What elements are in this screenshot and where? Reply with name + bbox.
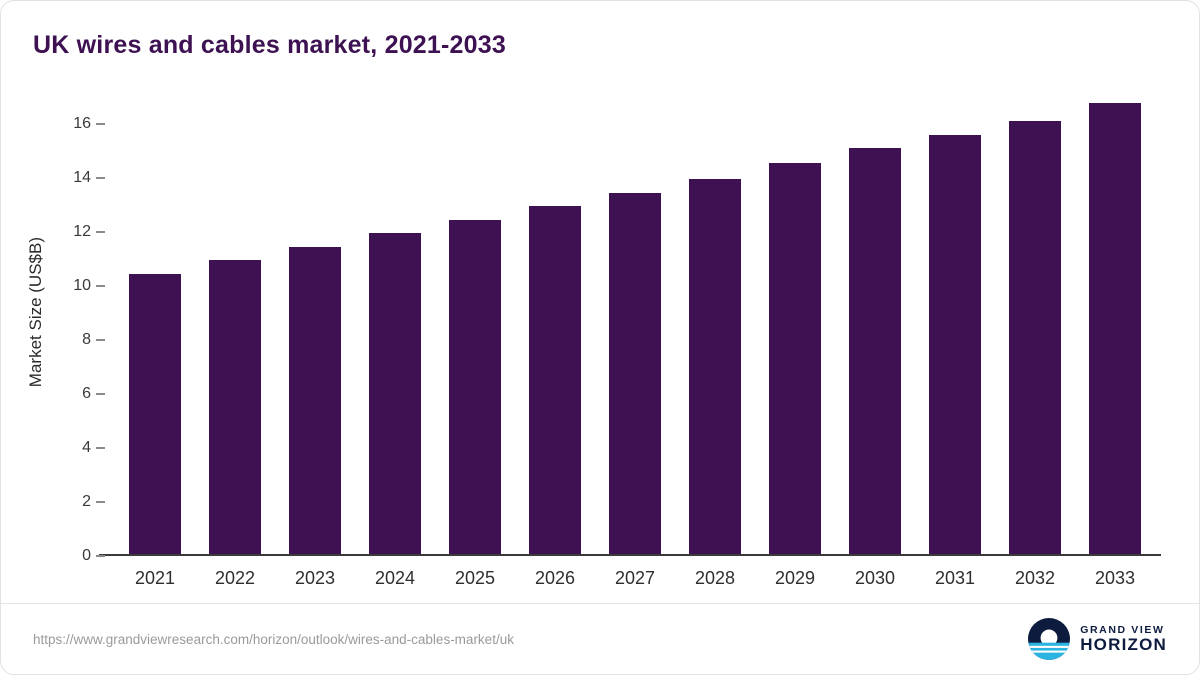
- brand-text: GRAND VIEW HORIZON: [1080, 623, 1167, 654]
- y-tick-0: 0: [51, 547, 105, 565]
- y-tick-6: 6: [51, 385, 105, 403]
- x-label-2022: 2022: [214, 568, 256, 588]
- y-tick-16: 16: [51, 115, 105, 133]
- x-label-2027: 2027: [614, 568, 656, 588]
- chart-area: Market Size (US$B) 0 2 4 6 8 10 12 14 16 2021 202…: [1, 60, 1199, 589]
- bar-2033: [1089, 103, 1141, 556]
- bar-slot-2023: [275, 94, 355, 556]
- y-tick-2: 2: [51, 493, 105, 511]
- horizon-logo-icon: [1028, 618, 1071, 660]
- bar-2022: [209, 260, 261, 556]
- y-tick-mark: [96, 230, 105, 233]
- source-url: https://www.grandviewresearch.com/horizo…: [33, 631, 514, 647]
- y-tick-label: 12: [73, 222, 91, 240]
- bar-slot-2028: [675, 94, 755, 556]
- bar-2028: [689, 179, 741, 556]
- x-label-2023: 2023: [294, 568, 336, 588]
- x-label-2032: 2032: [1014, 568, 1056, 588]
- y-tick-label: 0: [82, 547, 91, 564]
- bar-slot-2026: [515, 94, 595, 556]
- y-tick-mark: [96, 284, 105, 287]
- bar-slot-2031: [915, 94, 995, 556]
- x-label-2026: 2026: [534, 568, 576, 588]
- bar-slot-2030: [835, 94, 915, 556]
- y-tick-label: 4: [82, 438, 91, 456]
- y-tick-10: 10: [51, 277, 105, 295]
- y-tick-label: 6: [82, 384, 91, 402]
- y-tick-label: 14: [73, 168, 91, 186]
- x-axis-line: [99, 554, 1161, 556]
- y-tick-mark: [96, 555, 105, 557]
- brand-logo: GRAND VIEW HORIZON: [1028, 618, 1167, 660]
- bar-2031: [929, 134, 981, 556]
- y-tick-mark: [96, 446, 105, 449]
- bar-2032: [1009, 121, 1061, 556]
- y-tick-mark: [96, 500, 105, 503]
- y-tick-mark: [96, 176, 105, 179]
- y-tick-label: 10: [73, 276, 91, 294]
- bar-slot-2025: [435, 94, 515, 556]
- bar-slot-2027: [595, 94, 675, 556]
- x-label-2024: 2024: [374, 568, 416, 588]
- bar-2023: [289, 246, 341, 556]
- y-tick-label: 2: [82, 492, 91, 510]
- y-tick-12: 12: [51, 223, 105, 241]
- bar-2030: [849, 148, 901, 556]
- y-tick-14: 14: [51, 169, 105, 187]
- y-tick-mark: [96, 122, 105, 125]
- bar-slot-2022: [195, 94, 275, 556]
- bars: [109, 94, 1161, 556]
- chart-title: UK wires and cables market, 2021-2033: [33, 31, 506, 59]
- y-tick-label: 16: [73, 114, 91, 132]
- y-tick-mark: [96, 392, 105, 395]
- plot: 0 2 4 6 8 10 12 14 16: [73, 94, 1161, 564]
- y-tick-label: 8: [82, 330, 91, 348]
- y-axis-title: Market Size (US$B): [26, 237, 45, 388]
- bar-slot-2029: [755, 94, 835, 556]
- bar-slot-2024: [355, 94, 435, 556]
- y-tick-8: 8: [51, 331, 105, 349]
- brand-line1: GRAND VIEW: [1080, 623, 1165, 636]
- bar-2025: [449, 219, 501, 556]
- x-label-2030: 2030: [854, 568, 896, 588]
- x-label-2031: 2031: [934, 568, 976, 588]
- footer: https://www.grandviewresearch.com/horizo…: [1, 603, 1199, 674]
- brand-line2: HORIZON: [1080, 634, 1167, 654]
- x-label-2028: 2028: [694, 568, 736, 588]
- x-axis-labels: 2021 2022 2023 2024 2025 2026 2027 2028 2029 2030…: [109, 568, 1161, 589]
- y-tick-mark: [96, 338, 105, 341]
- bar-2024: [369, 233, 421, 556]
- bar-2026: [529, 206, 581, 556]
- plot-column: 0 2 4 6 8 10 12 14 16 2021 2022 2023 2024 2025 2026 20…: [57, 94, 1161, 589]
- bar-slot-2021: [115, 94, 195, 556]
- x-label-2025: 2025: [454, 568, 496, 588]
- x-label-2021: 2021: [134, 568, 176, 588]
- bar-2021: [129, 273, 181, 556]
- x-label-2029: 2029: [774, 568, 816, 588]
- bar-slot-2032: [995, 94, 1075, 556]
- bar-2029: [769, 162, 821, 556]
- bar-2027: [609, 192, 661, 556]
- y-tick-4: 4: [51, 439, 105, 457]
- x-label-2033: 2033: [1094, 568, 1136, 588]
- bar-slot-2033: [1075, 94, 1155, 556]
